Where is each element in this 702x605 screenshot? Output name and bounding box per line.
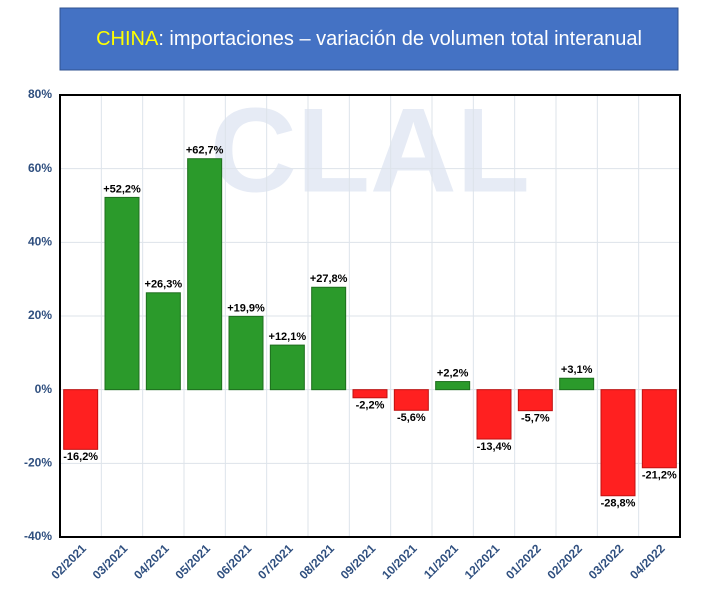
value-label: +62,7% xyxy=(186,145,224,157)
x-tick-label: 02/2021 xyxy=(48,541,89,582)
bar xyxy=(145,292,181,391)
x-tick-label: 05/2021 xyxy=(172,541,213,582)
x-tick-label: 08/2021 xyxy=(296,541,337,582)
value-label: +27,8% xyxy=(310,273,348,285)
bar xyxy=(228,315,264,391)
value-label: -28,8% xyxy=(601,498,636,510)
chart-title: CHINA: importaciones – variación de volu… xyxy=(96,28,642,50)
bar xyxy=(311,286,347,391)
title-highlight: CHINA xyxy=(96,28,159,50)
bar xyxy=(476,389,512,440)
y-tick-label: 0% xyxy=(35,382,53,396)
x-tick-label: 04/2022 xyxy=(627,541,668,582)
x-tick-label: 09/2021 xyxy=(338,541,379,582)
x-tick-label: 07/2021 xyxy=(255,541,296,582)
x-tick-label: 02/2022 xyxy=(544,541,585,582)
x-tick-label: 04/2021 xyxy=(131,541,172,582)
x-tick-label: 11/2021 xyxy=(421,541,461,581)
value-label: -21,2% xyxy=(642,470,677,482)
bar xyxy=(517,389,553,412)
bar xyxy=(559,377,595,391)
x-tick-label: 10/2021 xyxy=(379,541,420,582)
x-tick-label: 06/2021 xyxy=(214,541,255,582)
bar xyxy=(393,389,429,411)
bar xyxy=(269,344,305,391)
y-tick-label: -40% xyxy=(24,529,52,543)
title-text: : importaciones – variación de volumen t… xyxy=(158,28,642,50)
bar xyxy=(600,389,636,497)
value-label: +2,2% xyxy=(437,367,469,379)
title-box xyxy=(59,7,679,71)
value-label: +52,2% xyxy=(103,183,141,195)
value-label: -2,2% xyxy=(356,400,385,412)
bar xyxy=(63,389,99,450)
value-label: -13,4% xyxy=(477,441,512,453)
bar xyxy=(641,389,677,469)
y-tick-label: 40% xyxy=(28,235,52,249)
y-tick-label: -20% xyxy=(24,456,52,470)
value-label: -5,6% xyxy=(397,412,426,424)
value-label: +12,1% xyxy=(269,331,307,343)
watermark: CLAL xyxy=(210,84,530,218)
bar xyxy=(104,196,140,391)
x-tick-label: 03/2022 xyxy=(586,541,627,582)
bar xyxy=(187,158,223,391)
value-label: -16,2% xyxy=(63,451,98,463)
y-tick-label: 80% xyxy=(28,87,52,101)
value-label: +19,9% xyxy=(227,302,265,314)
value-label: +3,1% xyxy=(561,364,593,376)
x-tick-label: 12/2021 xyxy=(462,541,503,582)
x-tick-label: 03/2021 xyxy=(90,541,131,582)
y-tick-label: 60% xyxy=(28,161,52,175)
plot-frame xyxy=(59,94,681,538)
bar xyxy=(352,389,388,399)
value-label: -5,7% xyxy=(521,413,550,425)
x-tick-label: 01/2022 xyxy=(503,541,544,582)
y-tick-label: 20% xyxy=(28,308,52,322)
value-label: +26,3% xyxy=(145,279,183,291)
bar xyxy=(435,381,471,391)
